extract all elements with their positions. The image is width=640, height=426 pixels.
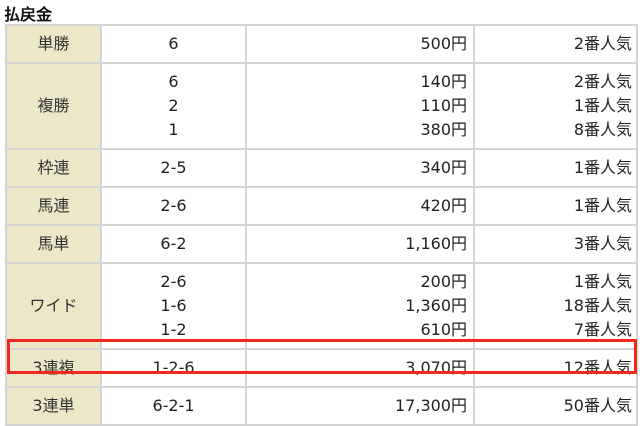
bet-type-label: 枠連 bbox=[5, 148, 102, 188]
payout-cell-value: 340円 bbox=[420, 158, 467, 177]
payout-cell: 340円 bbox=[245, 148, 475, 188]
popularity-cell-value: 1番人気 bbox=[573, 272, 632, 291]
payout-cell-value: 110円 bbox=[420, 96, 467, 115]
bet-type-label: 複勝 bbox=[5, 62, 102, 150]
payout-cell-value: 140円 bbox=[420, 72, 467, 91]
payout-cell-value: 500円 bbox=[420, 34, 467, 53]
payout-cell: 3,070円 bbox=[245, 348, 475, 388]
combination-cell-value: 6 bbox=[168, 34, 179, 53]
bet-type-label: 馬単 bbox=[5, 224, 102, 264]
popularity-cell-value: 2番人気 bbox=[573, 72, 632, 91]
popularity-cell: 3番人気 bbox=[473, 224, 638, 264]
combination-cell-value: 1-2-6 bbox=[152, 358, 195, 377]
combination-cell: 2-5 bbox=[100, 148, 247, 188]
combination-cell-value: 2-6 bbox=[160, 196, 187, 215]
combination-cell: 2-6 1-6 1-2 bbox=[100, 262, 247, 350]
payout-cell: 420円 bbox=[245, 186, 475, 226]
popularity-cell-value: 12番人気 bbox=[563, 358, 632, 377]
payout-cell-value: 420円 bbox=[420, 196, 467, 215]
popularity-cell-value: 1番人気 bbox=[573, 196, 632, 215]
combination-cell: 1-2-6 bbox=[100, 348, 247, 388]
combination-cell-value: 1-2 bbox=[160, 320, 187, 339]
combination-cell: 6-2-1 bbox=[100, 386, 247, 426]
popularity-cell-value: 1番人気 bbox=[573, 158, 632, 177]
bet-type-label: 単勝 bbox=[5, 24, 102, 64]
bet-type-label: 馬連 bbox=[5, 186, 102, 226]
payout-cell: 17,300円 bbox=[245, 386, 475, 426]
combination-cell-value: 1 bbox=[168, 120, 179, 139]
popularity-cell: 2番人気 1番人気 8番人気 bbox=[473, 62, 638, 150]
payout-cell: 500円 bbox=[245, 24, 475, 64]
popularity-cell-value: 2番人気 bbox=[573, 34, 632, 53]
payout-cell: 1,160円 bbox=[245, 224, 475, 264]
page-title: 払戻金 bbox=[4, 5, 53, 24]
combination-cell: 2-6 bbox=[100, 186, 247, 226]
payout-cell-value: 1,160円 bbox=[405, 234, 467, 253]
popularity-cell: 1番人気 bbox=[473, 186, 638, 226]
bet-type-label: 3連複 bbox=[5, 348, 102, 388]
table-row: 単勝 6 500円 2番人気 bbox=[5, 24, 638, 64]
popularity-cell: 1番人気 18番人気 7番人気 bbox=[473, 262, 638, 350]
popularity-cell-value: 1番人気 bbox=[573, 96, 632, 115]
table-row: 馬単 6-2 1,160円 3番人気 bbox=[5, 224, 638, 264]
combination-cell: 6 2 1 bbox=[100, 62, 247, 150]
combination-cell: 6-2 bbox=[100, 224, 247, 264]
popularity-cell: 2番人気 bbox=[473, 24, 638, 64]
payout-cell-value: 200円 bbox=[420, 272, 467, 291]
combination-cell-value: 2 bbox=[168, 96, 179, 115]
payout-cell-value: 1,360円 bbox=[405, 296, 467, 315]
payout-cell-value: 17,300円 bbox=[395, 396, 467, 415]
table-row: 馬連 2-6 420円 1番人気 bbox=[5, 186, 638, 226]
bet-type-label: ワイド bbox=[5, 262, 102, 350]
popularity-cell-value: 50番人気 bbox=[563, 396, 632, 415]
table-row: 3連複 1-2-6 3,070円 12番人気 bbox=[5, 348, 638, 388]
payout-table: 単勝 6 500円 2番人気 複勝 6 2 1 140円 110円 380円 2番人気 1番人気 8番人気… bbox=[5, 24, 638, 426]
popularity-cell: 50番人気 bbox=[473, 386, 638, 426]
combination-cell-value: 6 bbox=[168, 72, 179, 91]
combination-cell: 6 bbox=[100, 24, 247, 64]
popularity-cell: 12番人気 bbox=[473, 348, 638, 388]
combination-cell-value: 2-6 bbox=[160, 272, 187, 291]
payout-cell: 140円 110円 380円 bbox=[245, 62, 475, 150]
combination-cell-value: 1-6 bbox=[160, 296, 187, 315]
payout-cell: 200円 1,360円 610円 bbox=[245, 262, 475, 350]
popularity-cell: 1番人気 bbox=[473, 148, 638, 188]
popularity-cell-value: 8番人気 bbox=[573, 120, 632, 139]
combination-cell-value: 6-2 bbox=[160, 234, 187, 253]
popularity-cell-value: 18番人気 bbox=[563, 296, 632, 315]
payout-cell-value: 3,070円 bbox=[405, 358, 467, 377]
combination-cell-value: 6-2-1 bbox=[152, 396, 195, 415]
table-row: 複勝 6 2 1 140円 110円 380円 2番人気 1番人気 8番人気 bbox=[5, 62, 638, 150]
payout-cell-value: 610円 bbox=[420, 320, 467, 339]
popularity-cell-value: 7番人気 bbox=[573, 320, 632, 339]
popularity-cell-value: 3番人気 bbox=[573, 234, 632, 253]
bet-type-label: 3連単 bbox=[5, 386, 102, 426]
payout-cell-value: 380円 bbox=[420, 120, 467, 139]
table-row: 3連単 6-2-1 17,300円 50番人気 bbox=[5, 386, 638, 426]
table-row: ワイド 2-6 1-6 1-2 200円 1,360円 610円 1番人気 18番人気 7番人気 bbox=[5, 262, 638, 350]
combination-cell-value: 2-5 bbox=[160, 158, 187, 177]
table-row: 枠連 2-5 340円 1番人気 bbox=[5, 148, 638, 188]
